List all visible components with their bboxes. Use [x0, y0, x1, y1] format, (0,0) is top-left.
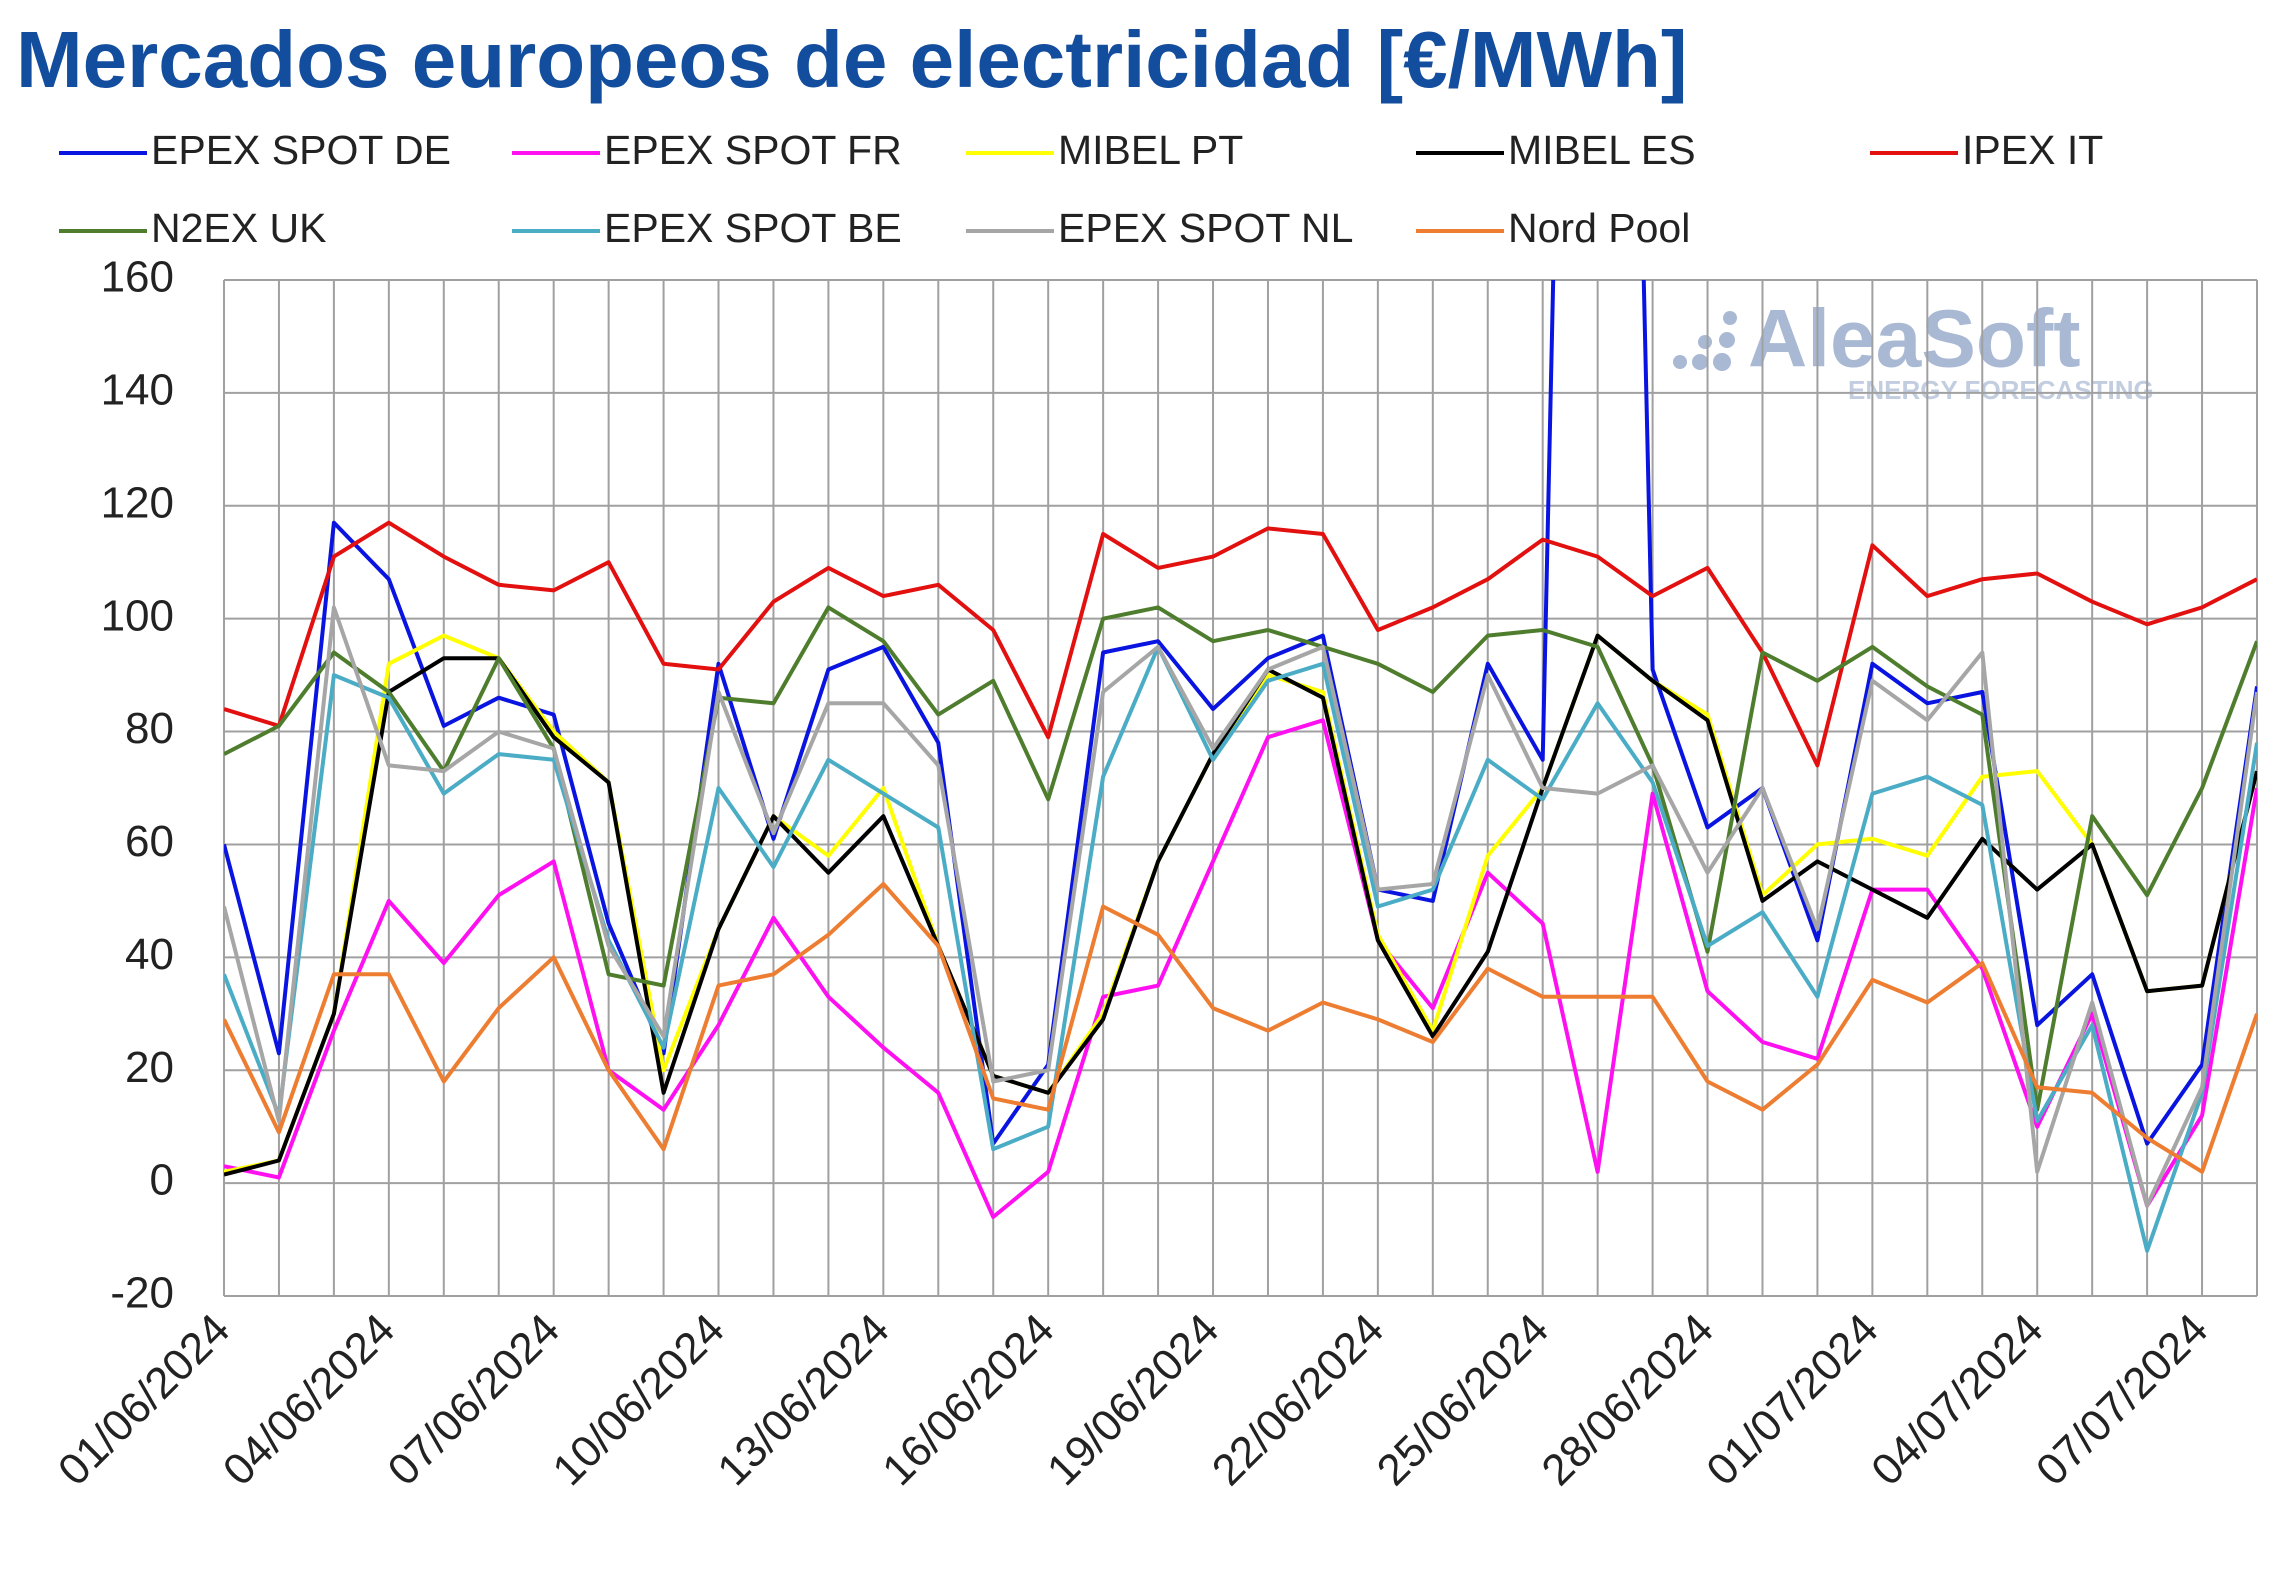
x-tick-label: 07/07/2024: [2027, 1305, 2217, 1495]
x-tick-label: 04/07/2024: [1862, 1305, 2052, 1495]
series-line: [224, 718, 2257, 1219]
y-tick-label: 140: [101, 366, 174, 415]
x-tick-label: 07/06/2024: [379, 1305, 569, 1495]
legend-label: Nord Pool: [1508, 205, 1690, 251]
legend-label: EPEX SPOT NL: [1058, 205, 1353, 251]
watermark-tagline: ENERGY FORECASTING: [1848, 375, 2154, 405]
series-line: [224, 644, 2257, 1253]
x-tick-label: 01/06/2024: [49, 1305, 239, 1495]
series-line: [224, 882, 2257, 1174]
series-line: [224, 280, 2257, 1146]
series-line: [224, 520, 2257, 768]
legend-label: EPEX SPOT BE: [604, 205, 902, 251]
x-tick-label: 04/06/2024: [214, 1305, 404, 1495]
x-tick-label: 25/06/2024: [1368, 1305, 1558, 1495]
y-tick-label: 40: [125, 930, 174, 979]
y-tick-label: 20: [125, 1043, 174, 1092]
x-tick-label: 10/06/2024: [543, 1305, 733, 1495]
y-tick-label: 100: [101, 591, 174, 640]
legend-label: EPEX SPOT DE: [151, 127, 451, 173]
x-tick-label: 22/06/2024: [1203, 1305, 1393, 1495]
x-tick-label: 28/06/2024: [1532, 1305, 1722, 1495]
legend-label: N2EX UK: [151, 205, 326, 251]
series-line: [224, 605, 2257, 1208]
y-tick-label: -20: [110, 1269, 174, 1318]
series-line: [224, 633, 2257, 1174]
y-tick-label: 120: [101, 478, 174, 527]
y-tick-label: 0: [150, 1156, 174, 1205]
x-tick-label: 01/07/2024: [1697, 1305, 1887, 1495]
chart-title: Mercados europeos de electricidad [€/MWh…: [16, 15, 1687, 104]
x-tick-label: 19/06/2024: [1038, 1305, 1228, 1495]
legend-label: MIBEL PT: [1058, 127, 1243, 173]
y-tick-label: 60: [125, 817, 174, 866]
legend-label: EPEX SPOT FR: [604, 127, 902, 173]
legend-label: IPEX IT: [1962, 127, 2103, 173]
legend-label: MIBEL ES: [1508, 127, 1696, 173]
x-tick-label: 16/06/2024: [873, 1305, 1063, 1495]
watermark-dots: [1673, 311, 1737, 371]
y-tick-label: 160: [101, 253, 174, 302]
y-tick-label: 80: [125, 704, 174, 753]
x-tick-label: 13/06/2024: [708, 1305, 898, 1495]
watermark: AleaSoft: [1748, 294, 2081, 385]
